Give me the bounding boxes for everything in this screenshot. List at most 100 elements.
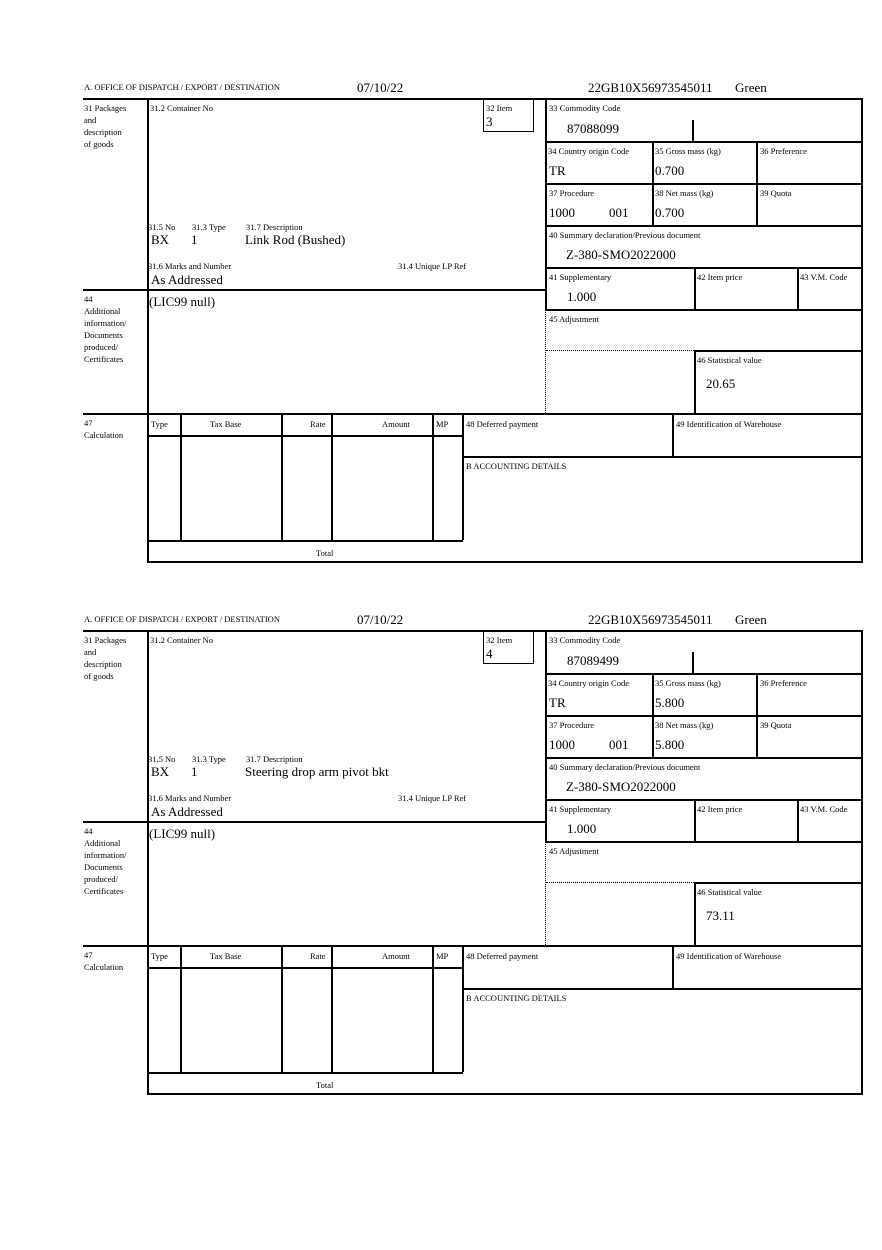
date: 07/10/22: [357, 612, 404, 627]
gross-value: 0.700: [655, 163, 685, 178]
label-line: information/: [84, 318, 127, 328]
divider: [180, 945, 182, 1072]
office-heading: A. OFFICE OF DISPATCH / EXPORT / DESTINA…: [84, 82, 280, 92]
statistical-label: 46 Statistical value: [697, 355, 762, 365]
statistical-value: 73.11: [706, 908, 735, 923]
divider: [546, 183, 862, 185]
procedure-additional-value: 001: [609, 205, 629, 220]
vm-code-label: 43 V.M. Code: [800, 272, 848, 282]
divider: [546, 267, 862, 269]
procedure-value: 1000: [549, 205, 575, 220]
divider: [331, 945, 333, 1072]
divider: [83, 945, 863, 947]
calc-col-mp: MP: [436, 951, 449, 961]
deferred-label: 48 Deferred payment: [466, 419, 539, 429]
total-label: Total: [316, 548, 334, 558]
divider: [546, 309, 862, 311]
description-label: 31.7 Description: [246, 754, 303, 764]
divider: [694, 882, 696, 945]
divider: [545, 309, 546, 413]
divider: [462, 988, 862, 990]
divider: [147, 630, 149, 1094]
status: Green: [735, 80, 767, 95]
commodity-label: 33 Commodity Code: [549, 103, 621, 113]
customs-item-form: A. OFFICE OF DISPATCH / EXPORT / DESTINA…: [0, 532, 882, 1095]
label-line: Calculation: [84, 962, 124, 972]
divider: [281, 945, 283, 1072]
item-value: 4: [486, 646, 493, 661]
divider: [861, 98, 863, 562]
marks-value: As Addressed: [151, 272, 223, 287]
net-value: 0.700: [655, 205, 685, 220]
type-value: 1: [191, 232, 198, 247]
label-line: Certificates: [84, 354, 124, 364]
marks-value: As Addressed: [151, 804, 223, 819]
commodity-label: 33 Commodity Code: [549, 635, 621, 645]
divider: [546, 841, 862, 843]
divider: [83, 630, 863, 632]
procedure-additional-value: 001: [609, 737, 629, 752]
divider: [83, 98, 863, 100]
divider: [545, 630, 547, 841]
reference-number: 22GB10X56973545011: [588, 80, 713, 95]
procedure-label: 37 Procedure: [549, 720, 595, 730]
divider: [147, 561, 863, 563]
country-value: TR: [549, 695, 566, 710]
item-price-label: 42 Item price: [697, 272, 743, 282]
accounting-label: B ACCOUNTING DETAILS: [466, 461, 567, 471]
commodity-value: 87089499: [567, 653, 619, 668]
divider: [694, 882, 862, 884]
divider: [432, 413, 434, 540]
item-label: 32 Item: [486, 103, 513, 113]
divider: [546, 141, 862, 143]
divider: [83, 413, 863, 415]
gross-label: 35 Gross mass (kg): [655, 146, 721, 156]
calc-col-amount: Amount: [382, 951, 410, 961]
divider: [83, 821, 546, 823]
divider: [652, 141, 654, 225]
country-value: TR: [549, 163, 566, 178]
additional-label: 44 Additional information/ Documents pro…: [84, 293, 127, 365]
gross-label: 35 Gross mass (kg): [655, 678, 721, 688]
summary-value: Z-380-SMO2022000: [566, 247, 676, 262]
divider: [83, 289, 546, 291]
procedure-value: 1000: [549, 737, 575, 752]
no-value: BX: [151, 232, 170, 247]
description-value: Steering drop arm pivot bkt: [245, 764, 389, 779]
country-label: 34 Country origin Code: [548, 678, 629, 688]
label-line: and: [84, 115, 97, 125]
divider: [672, 945, 674, 988]
packages-label: 31 Packages and description of goods: [84, 634, 126, 682]
reference-number: 22GB10X56973545011: [588, 612, 713, 627]
quota-label: 39 Quota: [760, 720, 792, 730]
net-label: 38 Net mass (kg): [655, 188, 714, 198]
divider: [331, 413, 333, 540]
divider: [692, 652, 694, 673]
divider: [546, 882, 694, 883]
divider: [694, 350, 696, 413]
no-label: 31.5 No: [148, 222, 176, 232]
label-line: 47: [84, 418, 93, 428]
deferred-label: 48 Deferred payment: [466, 951, 539, 961]
statistical-value: 20.65: [706, 376, 736, 391]
item-label: 32 Item: [486, 635, 513, 645]
procedure-label: 37 Procedure: [549, 188, 595, 198]
calc-col-rate: Rate: [310, 951, 326, 961]
vm-code-label: 43 V.M. Code: [800, 804, 848, 814]
divider: [462, 413, 464, 540]
divider: [432, 945, 434, 1072]
item-value: 3: [486, 114, 493, 129]
item-price-label: 42 Item price: [697, 804, 743, 814]
label-line: Documents: [84, 330, 123, 340]
divider: [694, 799, 696, 841]
divider: [546, 350, 694, 351]
no-label: 31.5 No: [148, 754, 176, 764]
preference-label: 36 Preference: [760, 146, 807, 156]
status: Green: [735, 612, 767, 627]
net-value: 5.800: [655, 737, 685, 752]
label-line: produced/: [84, 874, 118, 884]
calc-col-tax-base: Tax Base: [210, 419, 242, 429]
divider: [694, 350, 862, 352]
supplementary-value: 1.000: [567, 289, 597, 304]
preference-label: 36 Preference: [760, 678, 807, 688]
